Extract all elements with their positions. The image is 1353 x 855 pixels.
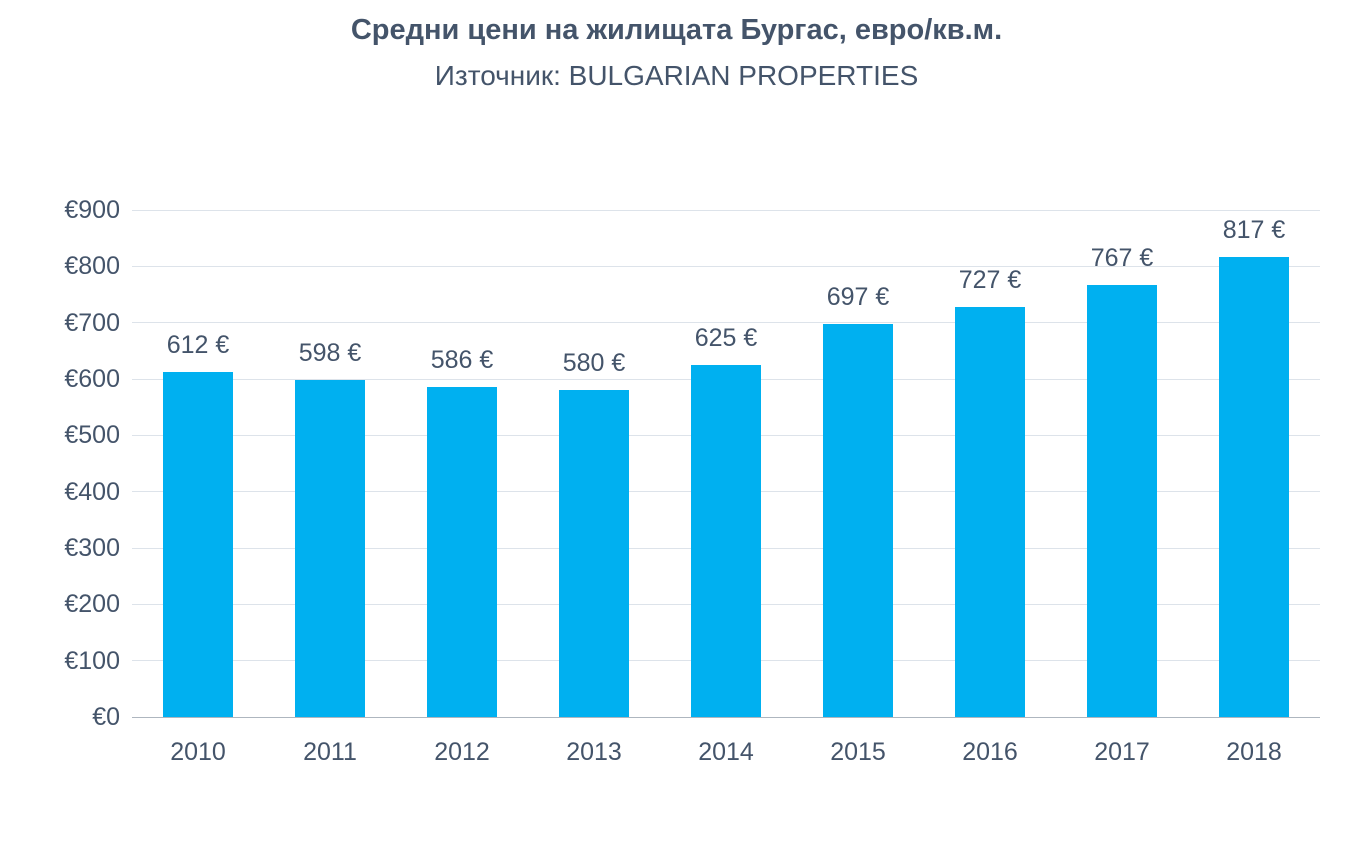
bar-slot: 612 €: [132, 210, 264, 717]
x-tick-label: 2018: [1226, 738, 1282, 766]
y-tick-label: €400: [64, 477, 120, 506]
y-tick-label: €700: [64, 308, 120, 337]
bar-value-label: 612 €: [166, 331, 230, 360]
gridline: [132, 322, 1320, 324]
bar-2013: [559, 390, 629, 717]
bar-value-label: 586 €: [430, 345, 494, 374]
bar-2018: [1219, 256, 1289, 717]
y-tick-label: €900: [64, 196, 120, 224]
bar-value-label: 697 €: [826, 283, 890, 312]
plot-area: 612 € 598 € 586 € 580 € 625 € 697 € 727 € 767 €…: [132, 209, 1320, 718]
bar-chart: €0 €100 €200 €300 €400 €500 €600 €700 €800 €900 6…: [0, 196, 1353, 810]
bar-value-label: 727 €: [958, 266, 1022, 295]
x-tick-label: 2010: [170, 738, 226, 766]
y-tick-label: €0: [92, 703, 120, 731]
chart-title: Средни цени на жилищата Бургас, евро/кв.…: [350, 14, 1003, 46]
x-axis: 2010 2011 2012 2013 2014 2015 2016 2017 2018: [132, 738, 1320, 767]
x-axis-line: [132, 716, 1320, 718]
x-tick-label: 2012: [434, 738, 490, 766]
bar-2017: [1087, 284, 1157, 717]
x-tick-label: 2017: [1094, 738, 1150, 766]
bar-value-label: 767 €: [1090, 243, 1154, 272]
gridline: [132, 209, 1320, 211]
bar-slot: 598 €: [264, 210, 396, 717]
bar-value-label: 580 €: [562, 349, 626, 378]
x-tick-label: 2016: [962, 738, 1018, 766]
bar-value-label: 598 €: [298, 339, 362, 368]
y-tick-label: €200: [64, 590, 120, 619]
y-tick-label: €800: [64, 252, 120, 281]
y-axis: €0 €100 €200 €300 €400 €500 €600 €700 €800 €900: [30, 196, 120, 731]
gridline: [132, 265, 1320, 267]
x-tick-label: 2011: [303, 738, 357, 766]
bar-2015: [823, 324, 893, 717]
x-tick-label: 2015: [830, 738, 886, 766]
y-tick-label: €100: [64, 646, 120, 675]
chart-subtitle: Източник: BULGARIAN PROPERTIES: [434, 60, 919, 91]
y-tick-label: €600: [64, 365, 120, 393]
bar-value-label: 625 €: [694, 323, 758, 352]
y-tick-label: €300: [64, 534, 120, 562]
x-tick-label: 2014: [698, 738, 754, 766]
bar-slot: 586 €: [396, 210, 528, 717]
bar-slot: 625 €: [660, 210, 792, 717]
x-tick-label: 2013: [566, 738, 622, 766]
bar-2010: [163, 372, 233, 717]
bar-2012: [427, 386, 497, 717]
bar-slot: 727 €: [924, 210, 1056, 717]
bar-value-label: 817 €: [1222, 215, 1286, 244]
bar-slot: 697 €: [792, 210, 924, 717]
y-tick-label: €500: [64, 421, 120, 450]
bar-2016: [955, 307, 1025, 717]
bar-slot: 817 €: [1188, 210, 1320, 717]
bar-slot: 767 €: [1056, 210, 1188, 717]
bar-2014: [691, 364, 761, 717]
bar-2011: [295, 380, 365, 717]
bar-slot: 580 €: [528, 210, 660, 717]
